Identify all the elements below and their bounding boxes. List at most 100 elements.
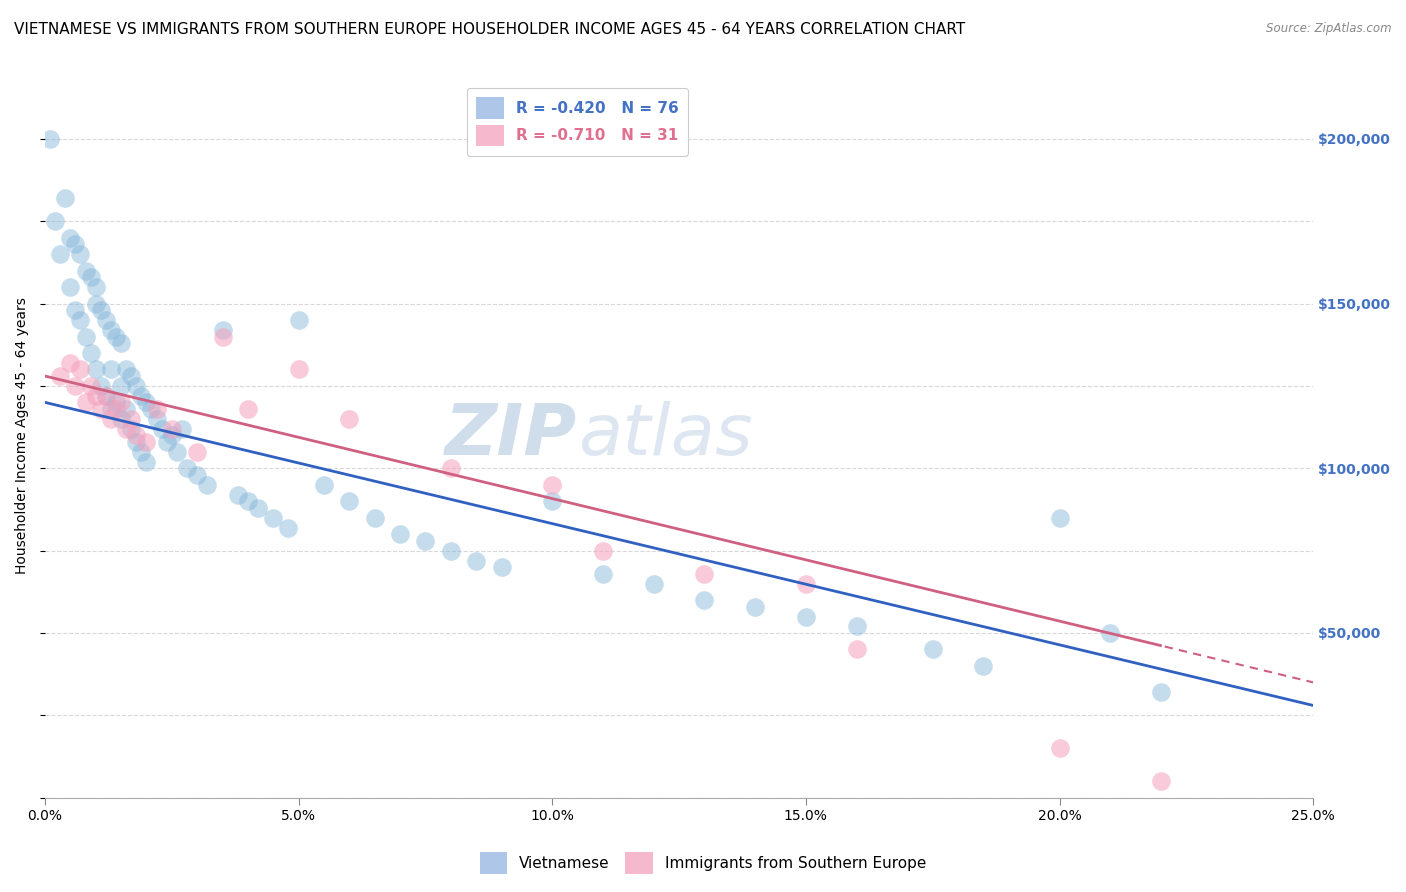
Point (195, 477, 218, 491)
Point (104, 401, 127, 416)
Point (145, 401, 167, 416)
Point (247, 500, 270, 515)
Point (1049, 510, 1071, 524)
Point (125, 379, 148, 393)
Point (643, 576, 665, 591)
Point (59, 280, 82, 294)
Point (84, 296, 107, 310)
Point (104, 395, 127, 409)
Point (156, 434, 179, 449)
Point (79, 346, 101, 360)
Point (145, 412, 167, 426)
Point (79, 379, 101, 393)
Point (337, 494, 360, 508)
Point (120, 422, 142, 436)
Point (1150, 774, 1173, 789)
Point (262, 510, 284, 524)
Point (312, 477, 335, 491)
Point (1099, 626, 1122, 640)
Point (69, 362, 91, 376)
Point (115, 422, 138, 436)
Point (1049, 741, 1071, 756)
Point (39, 132, 62, 146)
Point (65, 303, 87, 318)
Point (337, 412, 360, 426)
Point (110, 336, 132, 351)
Point (186, 444, 208, 458)
Point (125, 434, 148, 449)
Point (65, 379, 87, 393)
Point (389, 527, 412, 541)
Point (120, 369, 142, 384)
Point (59, 230, 82, 244)
Point (465, 553, 488, 567)
Text: Source: ZipAtlas.com: Source: ZipAtlas.com (1267, 22, 1392, 36)
Point (53, 191, 76, 205)
Text: atlas: atlas (578, 401, 752, 470)
Point (592, 566, 614, 581)
Point (186, 467, 208, 482)
Point (69, 247, 91, 261)
Point (100, 323, 122, 337)
Point (104, 329, 127, 343)
Point (693, 593, 716, 607)
Point (75, 329, 97, 343)
Point (287, 362, 309, 376)
Point (131, 389, 153, 403)
Point (90, 401, 112, 416)
Point (176, 461, 198, 475)
Point (845, 619, 868, 633)
Point (135, 434, 157, 449)
Point (211, 323, 233, 337)
Point (94, 389, 117, 403)
Point (94, 313, 117, 327)
Point (170, 422, 193, 436)
Point (135, 395, 157, 409)
Point (79, 270, 101, 285)
Point (59, 356, 82, 370)
Point (211, 329, 233, 343)
Point (236, 401, 259, 416)
Point (141, 401, 163, 416)
Point (75, 395, 97, 409)
Point (491, 560, 513, 574)
Point (135, 455, 157, 469)
Point (1150, 685, 1173, 699)
Point (120, 412, 142, 426)
Point (845, 642, 868, 657)
Point (115, 362, 138, 376)
Point (94, 389, 117, 403)
Point (236, 494, 259, 508)
Point (49, 369, 72, 384)
Text: VIETNAMESE VS IMMIGRANTS FROM SOUTHERN EUROPE HOUSEHOLDER INCOME AGES 45 - 64 YE: VIETNAMESE VS IMMIGRANTS FROM SOUTHERN E… (14, 22, 966, 37)
Point (69, 313, 91, 327)
Point (65, 237, 87, 252)
Point (84, 389, 107, 403)
Point (110, 412, 132, 426)
Point (75, 263, 97, 277)
Y-axis label: Householder Income Ages 45 - 64 years: Householder Income Ages 45 - 64 years (15, 297, 30, 574)
Point (693, 566, 716, 581)
Point (44, 214, 66, 228)
Point (100, 412, 122, 426)
Point (160, 428, 183, 442)
Point (166, 444, 188, 458)
Legend: R = -0.420   N = 76, R = -0.710   N = 31: R = -0.420 N = 76, R = -0.710 N = 31 (467, 88, 688, 155)
Point (277, 520, 299, 534)
Point (440, 461, 463, 475)
Point (415, 533, 437, 548)
Point (115, 401, 138, 416)
Point (49, 247, 72, 261)
Point (100, 401, 122, 416)
Point (125, 428, 148, 442)
Point (921, 642, 943, 657)
Point (84, 280, 107, 294)
Point (131, 444, 153, 458)
Point (744, 599, 766, 614)
Point (541, 477, 564, 491)
Legend: Vietnamese, Immigrants from Southern Europe: Vietnamese, Immigrants from Southern Eur… (474, 846, 932, 880)
Point (287, 313, 309, 327)
Point (110, 395, 132, 409)
Point (90, 379, 112, 393)
Point (363, 510, 385, 524)
